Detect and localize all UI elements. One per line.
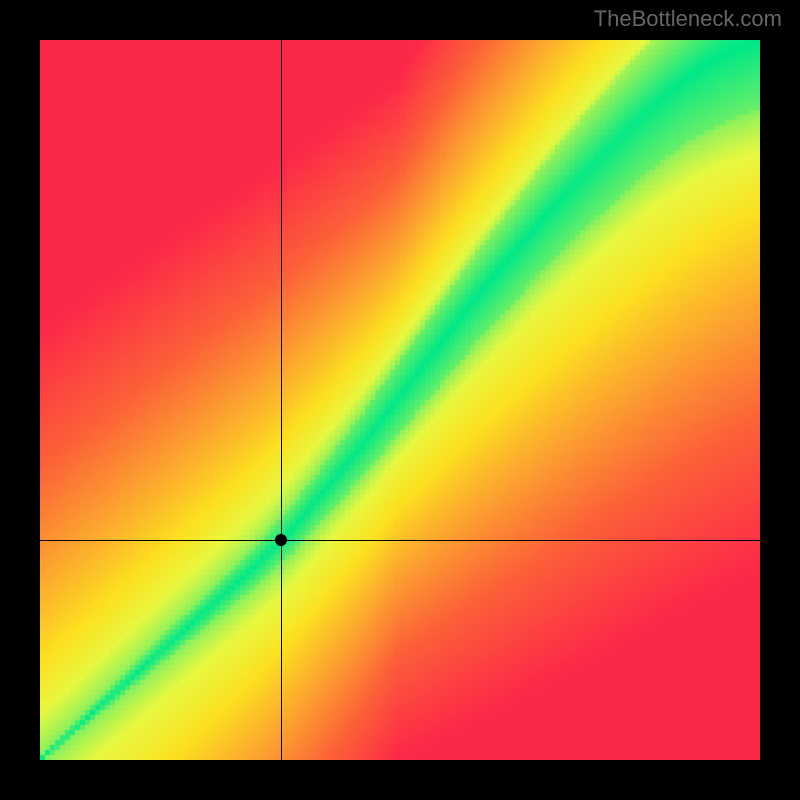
crosshair-vertical [281,40,282,760]
bottleneck-heatmap [40,40,760,760]
watermark-text: TheBottleneck.com [594,6,782,32]
crosshair-horizontal [40,540,760,541]
selected-point-marker [275,534,287,546]
heatmap-canvas [40,40,760,760]
